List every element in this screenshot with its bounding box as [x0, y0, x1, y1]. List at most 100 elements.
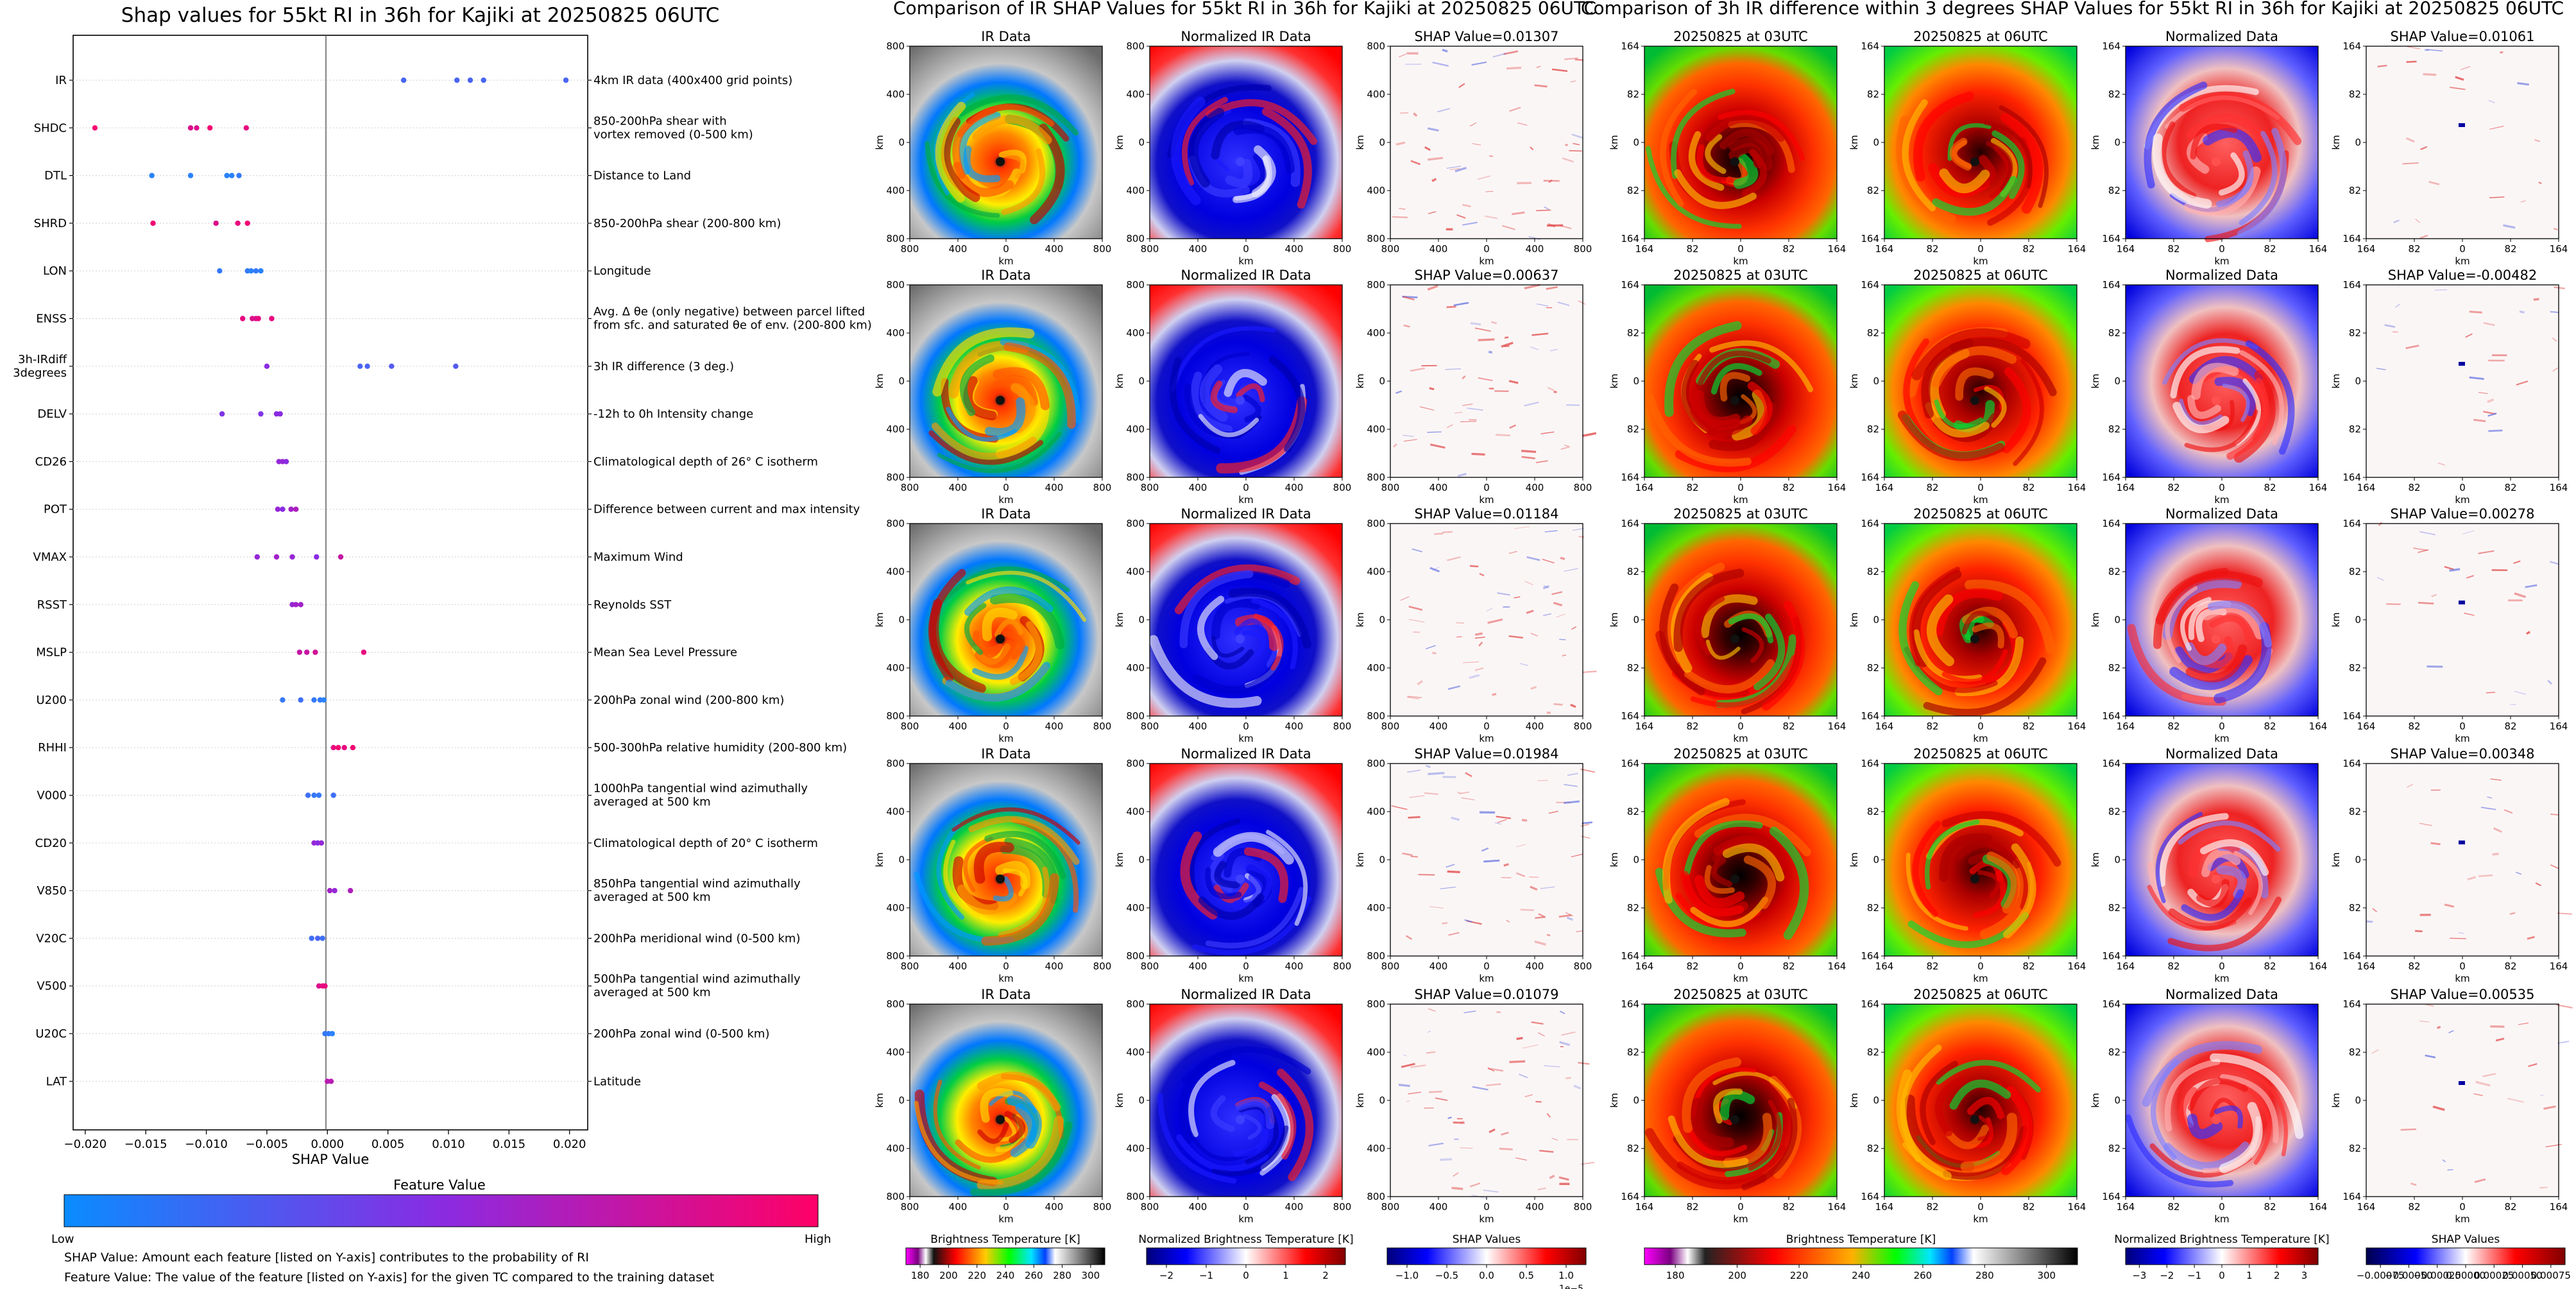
y-axis-label: km — [1848, 373, 1860, 388]
x-tick-label: 800 — [1093, 960, 1112, 972]
y-axis-label: km — [2330, 852, 2342, 867]
y-tick-label: 800 — [886, 950, 905, 962]
shap-point — [304, 649, 310, 655]
shap-point — [219, 411, 225, 417]
x-tick-label: 0 — [1003, 721, 1009, 732]
shap-point — [336, 745, 341, 751]
y-tick-label: 0 — [1138, 375, 1145, 387]
panel-title: Normalized IR Data — [1181, 506, 1311, 522]
shap-point — [149, 173, 155, 178]
x-axis-label: km — [1973, 733, 1988, 744]
panel-title: IR Data — [981, 987, 1031, 1002]
feature-description: 850-200hPa shear with vortex removed (0-5… — [593, 114, 753, 141]
shap-point — [293, 602, 299, 608]
y-tick-label: 400 — [1126, 327, 1145, 339]
colorbar-label: Brightness Temperature [K] — [1786, 1233, 1936, 1246]
x-tick-label: 164 — [2117, 243, 2135, 255]
y-tick-label: 164 — [2342, 279, 2361, 291]
y-tick-label: 800 — [1126, 472, 1145, 483]
y-tick-label: 800 — [886, 40, 905, 52]
feature-label: DELV — [37, 407, 67, 421]
x-tick-label: 800 — [1141, 1201, 1159, 1213]
y-tick-label: 0 — [898, 137, 905, 148]
x-tick-label: 82 — [2167, 1201, 2179, 1213]
y-tick-label: 0 — [1873, 137, 1879, 148]
x-tick-label: 164 — [2068, 243, 2086, 255]
panel-title: SHAP Value=0.00535 — [2391, 987, 2535, 1002]
x-tick-label: 0 — [2219, 721, 2225, 732]
y-tick-label: 82 — [1867, 566, 1879, 577]
panel-title: IR Data — [981, 746, 1031, 762]
panel-title: SHAP Value=0.01079 — [1415, 987, 1559, 1002]
colorbar-tick-label: 280 — [1053, 1270, 1071, 1281]
feature-label: RHHI — [38, 741, 67, 755]
x-tick-label: 82 — [1926, 721, 1938, 732]
y-axis-label: km — [1114, 1093, 1125, 1107]
panel-image — [1390, 285, 1583, 477]
y-tick-label: 82 — [2108, 423, 2120, 435]
shap-point — [467, 77, 473, 83]
shap-point — [92, 125, 98, 131]
y-tick-label: 82 — [2108, 902, 2120, 914]
shap-point — [258, 268, 264, 274]
y-tick-label: 0 — [2114, 375, 2120, 387]
x-tick-label: 82 — [2504, 482, 2516, 493]
shap-point — [400, 77, 407, 83]
colorbar-tick-label: −1 — [1199, 1270, 1213, 1281]
panel-title: SHAP Value=0.01307 — [1415, 29, 1559, 44]
colorbar-tick-label: −0.5 — [1435, 1270, 1458, 1281]
y-tick-label: 400 — [1126, 662, 1145, 674]
x-tick-label: 400 — [1526, 482, 1544, 493]
shap-point — [239, 316, 246, 321]
feature-description: Distance to Land — [593, 169, 691, 183]
colorbar-tick-label: −1 — [2187, 1270, 2201, 1281]
x-tick-label: 400 — [949, 960, 968, 972]
x-tick-label: 164 — [1875, 960, 1894, 972]
y-tick-label: 0 — [1873, 614, 1879, 626]
panel-title: 20250825 at 06UTC — [1913, 506, 2048, 522]
shap-point — [309, 935, 314, 941]
panel-title: 20250825 at 06UTC — [1913, 29, 2048, 44]
shap-summary-plot: Shap values for 55kt RI in 36h for Kajik… — [13, 4, 872, 1285]
shap-point — [248, 268, 254, 274]
colorbar-tick-label: 0.5 — [1519, 1270, 1534, 1281]
x-axis-label: km — [2455, 973, 2469, 984]
colorbar-title: Feature Value — [393, 1177, 486, 1193]
y-tick-label: 800 — [886, 710, 905, 722]
ir-panel-title: Comparison of IR SHAP Values for 55kt RI… — [893, 0, 1596, 19]
colorbar: Normalized Brightness Temperature [K] −2 −… — [1138, 1233, 1353, 1281]
y-axis-label: km — [2090, 135, 2101, 149]
x-tick-label: 82 — [1926, 1201, 1938, 1213]
x-tick-label: 164 — [2550, 721, 2568, 732]
y-axis-label: km — [2330, 1093, 2342, 1107]
y-axis-label: km — [2090, 852, 2101, 867]
x-tick-label: 164 — [2357, 1201, 2376, 1213]
x-axis-label: km — [1733, 733, 1748, 744]
feature-description: 1000hPa tangential wind azimuthally avera… — [593, 782, 808, 809]
panel-title: 20250825 at 03UTC — [1673, 29, 1808, 44]
x-tick-label: 82 — [1782, 243, 1795, 255]
y-tick-label: 400 — [1367, 1046, 1385, 1058]
y-tick-label: 400 — [1367, 185, 1385, 196]
feature-row: 3h-IRdiff 3degrees 3h IR difference (3 deg… — [13, 353, 734, 380]
x-axis-label: km — [2455, 733, 2469, 744]
feature-row: RHHI 500-300hPa relative humidity (200-80… — [38, 741, 847, 755]
y-tick-label: 0 — [1379, 614, 1385, 626]
colorbar-tick-label: 1.0 — [1558, 1270, 1574, 1281]
y-tick-label: 82 — [2349, 902, 2361, 914]
shap-point — [312, 649, 318, 655]
colorbar-tick-label: −2 — [1159, 1270, 1173, 1281]
feature-description: Latitude — [593, 1075, 641, 1088]
shap-point — [254, 554, 260, 560]
x-tick-label: 0 — [1483, 721, 1490, 732]
x-tick-label: 82 — [2167, 243, 2179, 255]
y-tick-label: 0 — [1873, 1095, 1879, 1106]
colorbar-tick-label: 220 — [968, 1270, 986, 1281]
y-axis-label: km — [1354, 1093, 1366, 1107]
colorbar-tick-label: −1.0 — [1395, 1270, 1419, 1281]
panel-image — [2366, 285, 2559, 477]
